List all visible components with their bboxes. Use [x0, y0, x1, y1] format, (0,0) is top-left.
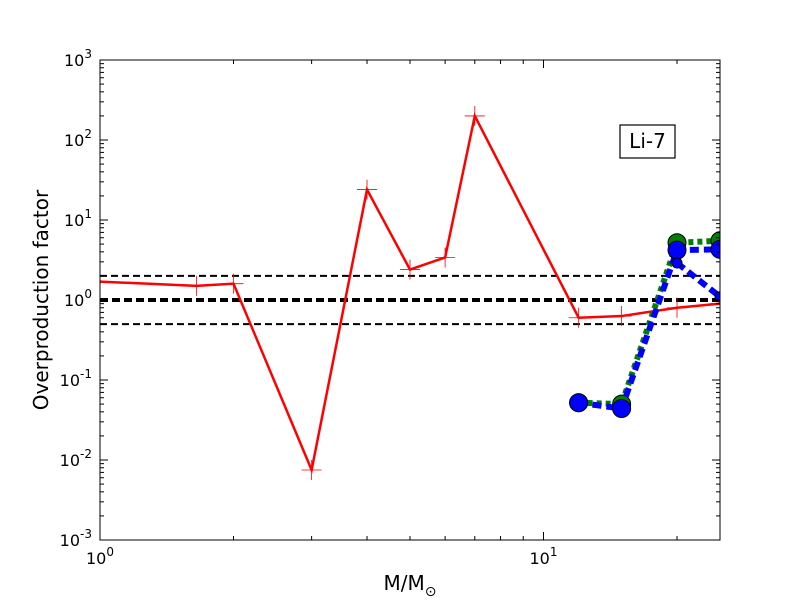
series-0-point-3 — [301, 459, 322, 480]
y-tick-label-3: 100 — [64, 287, 92, 310]
series-0-point-8 — [568, 307, 589, 328]
series-2-line — [578, 246, 720, 412]
series-2-point-3 — [710, 239, 720, 259]
ticks-layer: 100 101 10-3 10-2 10-1 100 101 102 103 — [60, 47, 720, 568]
series-2-point-0 — [569, 393, 589, 413]
y-axis-label: Overproduction factor — [29, 189, 53, 410]
y-tick-label-1: 10-2 — [60, 447, 92, 470]
y-tick-label-6: 103 — [64, 47, 92, 70]
y-tick-label-0: 10-3 — [60, 527, 92, 550]
series-3-point-0 — [671, 257, 683, 269]
series-2-point-2 — [667, 240, 687, 260]
series-0 — [100, 105, 720, 480]
annotation-frame — [619, 124, 676, 159]
y-tick-label-4: 101 — [64, 207, 92, 230]
x-axis-label-main: M/M — [384, 571, 425, 595]
series-3-point-1 — [714, 291, 720, 303]
y-tick-label-5: 102 — [64, 127, 92, 150]
series-0-point-2 — [223, 273, 244, 294]
x-axis-label-subscript: ⊙ — [425, 584, 437, 600]
series-0-point-10 — [667, 297, 688, 318]
series-0-point-7 — [464, 105, 485, 126]
x-tick-label-0: 100 — [86, 545, 114, 568]
annotation-box: Li-7 — [619, 124, 676, 159]
series-0-point-6 — [435, 247, 456, 268]
series-2-point-1 — [612, 399, 632, 419]
annotation-label: Li-7 — [629, 129, 666, 153]
x-axis-label: M/M⊙ — [384, 571, 437, 600]
series-0-point-0 — [100, 271, 110, 292]
y-tick-label-2: 10-1 — [60, 367, 92, 390]
series-0-point-1 — [186, 275, 207, 296]
series-0-point-9 — [611, 306, 632, 327]
x-tick-label-1: 101 — [530, 545, 558, 568]
series-0-point-4 — [357, 179, 378, 200]
series-3 — [671, 257, 720, 303]
series-0-point-11 — [710, 293, 720, 314]
series-2 — [569, 239, 720, 419]
series-3-line — [675, 260, 720, 300]
series-layer — [100, 105, 720, 480]
series-0-point-5 — [400, 259, 420, 280]
